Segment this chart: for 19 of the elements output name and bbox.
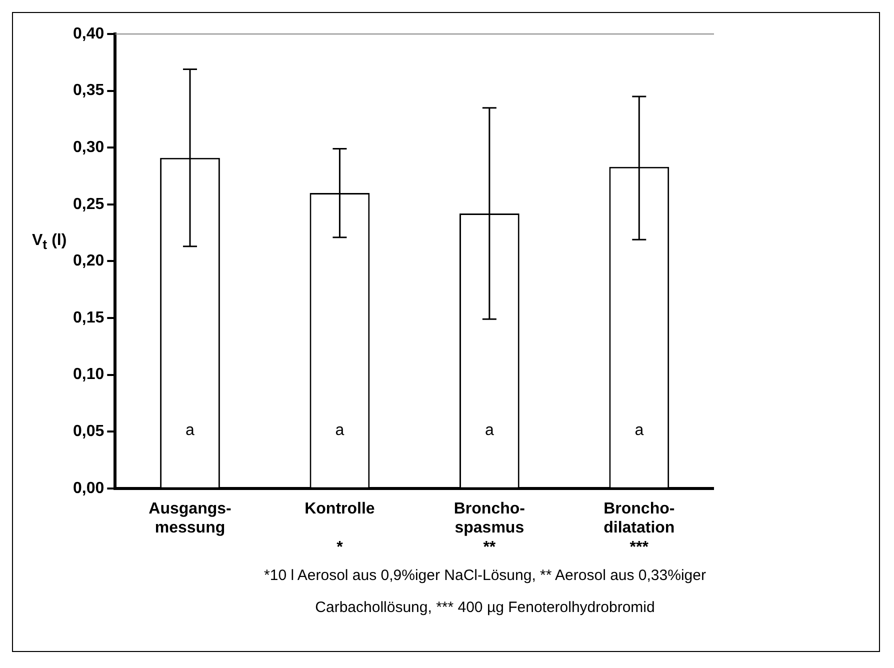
y-tick-label: 0,25 (73, 196, 104, 213)
y-tick-label: 0,30 (73, 139, 104, 156)
y-tick-label: 0,10 (73, 366, 104, 384)
annotation: a (186, 422, 195, 439)
annotation: a (634, 422, 644, 439)
y-tick-label: 0,40 (73, 25, 104, 42)
y-axis-title: V$_{t}$ (l) (32, 232, 67, 252)
annotation: a (484, 422, 494, 439)
annotation: a (335, 422, 344, 439)
y-tick-label: 0,35 (73, 82, 104, 100)
x-tick-label: Ausgangs- messung (148, 500, 232, 537)
x-tick-label: Broncho- dilatation *** (604, 500, 675, 556)
x-tick-label: Broncho- spasmus ** (454, 500, 525, 556)
text: *10 l Aerosol aus 0,9%iger NaCl-Lösung, ** Aerosol aus 0,33%iger Carbachollösung, *** 400 µg Fenoterolhydrobromid (263, 566, 707, 618)
category-label: Kontrolle * (304, 500, 375, 556)
y-tick-label: 0,15 (73, 309, 104, 326)
y-tick-label: 0,00 (73, 480, 104, 497)
y-tick-label: 0,20 (73, 252, 104, 270)
y-tick-label: 0,05 (73, 423, 104, 440)
